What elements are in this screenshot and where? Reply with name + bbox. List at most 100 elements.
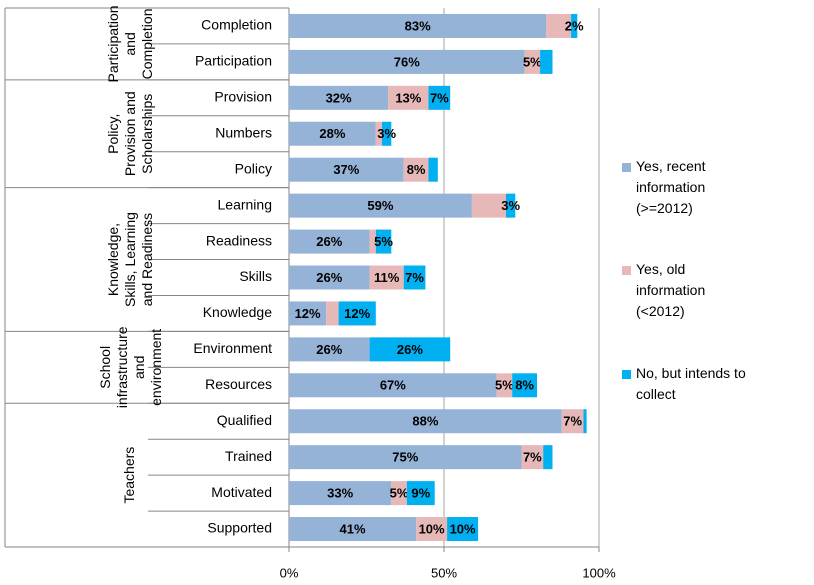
bar-segment (289, 481, 392, 506)
bar-segment (289, 229, 370, 254)
group-label-line: Participation (105, 5, 121, 82)
data-label: 8% (407, 162, 426, 177)
bar-segment (506, 193, 516, 218)
bar-segment (289, 301, 327, 326)
bar-segment (289, 13, 547, 38)
bar-segment (326, 301, 339, 326)
bar-segment (375, 121, 382, 146)
bar-segment (471, 193, 506, 218)
data-label: 13% (395, 90, 421, 105)
data-label: 3% (501, 198, 520, 213)
group-label-line: Skills, Learning (122, 212, 138, 307)
data-label: 26% (316, 342, 342, 357)
data-label: 7% (430, 90, 449, 105)
legend-line: Yes, recent (636, 158, 706, 174)
data-label: 7% (563, 414, 582, 429)
legend-swatch (622, 266, 631, 275)
data-label: 5% (390, 486, 409, 501)
bar-segment (428, 157, 438, 182)
y-tick-label: Policy (235, 160, 272, 176)
group-label-line: Completion (139, 9, 155, 80)
data-label: 76% (394, 54, 420, 69)
bar-segment (289, 157, 404, 182)
group-label-line: infrastructure (114, 326, 130, 408)
bar-segment (416, 517, 448, 542)
data-label: 7% (523, 450, 542, 465)
bar-segment (561, 409, 584, 434)
group-label: ParticipationandCompletion (105, 5, 155, 82)
data-label: 83% (405, 18, 431, 33)
group-label: Policy,Provision andScholarships (105, 91, 155, 176)
bar-segment (403, 265, 426, 290)
data-label: 12% (344, 306, 370, 321)
bar-segment (540, 49, 553, 74)
group-label-line: Scholarships (139, 94, 155, 174)
group-label-line: and (131, 356, 147, 379)
group-label-line: environment (148, 329, 164, 406)
y-tick-label: Qualified (217, 412, 272, 428)
data-label: 41% (340, 521, 366, 536)
group-label: Schoolinfrastructureandenvironment (97, 326, 164, 408)
bar-segment (289, 121, 376, 146)
y-tick-label: Knowledge (203, 304, 272, 320)
data-label: 2% (565, 18, 584, 33)
group-label: Teachers (121, 447, 137, 504)
y-tick-label: Motivated (211, 484, 272, 500)
bar-segment (406, 481, 435, 506)
bar-segment (289, 445, 522, 470)
legend-line: No, but intends to (636, 365, 746, 381)
y-tick-label: Trained (225, 448, 272, 464)
data-label: 75% (392, 450, 418, 465)
x-tick-label: 50% (431, 565, 457, 580)
data-label: 11% (374, 270, 400, 285)
group-label-line: School (97, 346, 113, 389)
data-label: 3% (377, 126, 396, 141)
legend-swatch (622, 370, 631, 379)
data-label: 12% (295, 306, 321, 321)
bar-segment (369, 337, 451, 362)
data-label: 28% (319, 126, 345, 141)
legend-line: information (636, 179, 705, 195)
bar-segment (289, 193, 472, 218)
y-tick-label: Participation (195, 53, 272, 69)
bar-segment (388, 85, 429, 110)
data-label: 5% (523, 54, 542, 69)
x-tick-label: 0% (280, 565, 299, 580)
data-label: 8% (515, 378, 534, 393)
bar-segment (289, 265, 370, 290)
data-label: 5% (495, 378, 514, 393)
y-tick-label: Learning (218, 196, 273, 212)
y-tick-label: Readiness (206, 232, 272, 248)
data-label: 10% (450, 521, 476, 536)
y-tick-label: Provision (214, 89, 272, 105)
bar-segment (543, 445, 553, 470)
bar-segment (403, 157, 429, 182)
bar-segment (289, 49, 525, 74)
legend-swatch (622, 163, 631, 172)
data-label: 33% (327, 486, 353, 501)
bar-segment (512, 373, 537, 398)
legend-line: information (636, 282, 705, 298)
group-label-line: Knowledge, (105, 223, 121, 296)
bar-segment (496, 373, 513, 398)
group-label-line: Teachers (121, 447, 137, 504)
y-tick-label: Resources (205, 376, 272, 392)
bar-segment (375, 229, 392, 254)
legend-line: (>=2012) (636, 200, 693, 216)
legend-line: Yes, old (636, 261, 685, 277)
group-label-line: and Readiness (139, 213, 155, 306)
y-tick-label: Numbers (215, 124, 272, 140)
bar-segment (369, 229, 376, 254)
legend-label: Yes, recent information (>=2012) (636, 158, 706, 216)
data-label: 26% (397, 342, 423, 357)
bar-segment (382, 121, 392, 146)
legend-line: (<2012) (636, 303, 685, 319)
bar-segment (289, 85, 389, 110)
data-label: 88% (412, 414, 438, 429)
data-label: 59% (367, 198, 393, 213)
data-label: 37% (333, 162, 359, 177)
y-tick-label: Completion (201, 17, 272, 33)
bar-segment (369, 265, 404, 290)
legend-line: collect (636, 386, 676, 402)
